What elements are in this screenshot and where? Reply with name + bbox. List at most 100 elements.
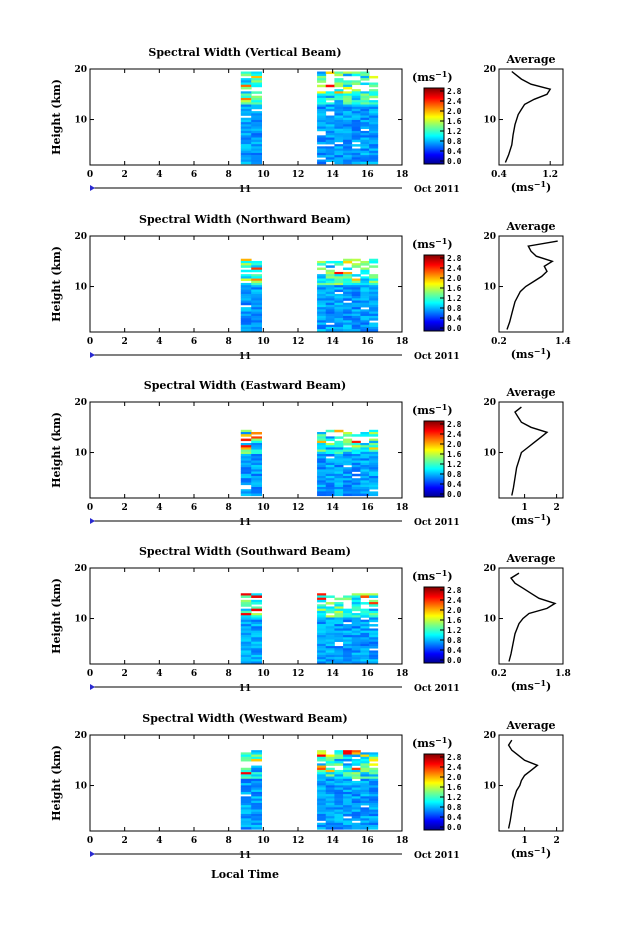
y-tick-label: 20 bbox=[74, 65, 87, 75]
x-tick-label: 6 bbox=[191, 503, 197, 513]
average-frame bbox=[498, 734, 564, 832]
x-tick-label: 8 bbox=[226, 669, 232, 679]
x-tick-label: 4 bbox=[156, 669, 162, 679]
x-tick-label: 0 bbox=[87, 170, 93, 180]
colorbar-tick-label: 0.0 bbox=[447, 490, 462, 499]
colorbar-unit: (ms−1) bbox=[412, 568, 453, 583]
colorbar-tick-label: 1.2 bbox=[447, 793, 462, 802]
average-y-tick-label: 20 bbox=[483, 65, 496, 75]
average-x-label: (ms−1) bbox=[511, 678, 552, 693]
average-title: Average bbox=[505, 220, 555, 233]
colorbar-tick-label: 2.8 bbox=[447, 420, 462, 429]
colorbar-tick-label: 1.6 bbox=[447, 450, 462, 459]
colorbar-tick-label: 0.8 bbox=[447, 636, 462, 645]
average-y-tick-label: 20 bbox=[483, 398, 496, 408]
average-profile-line bbox=[507, 739, 539, 829]
x-tick-label: 2 bbox=[122, 836, 128, 846]
x-tick-label: 4 bbox=[156, 836, 162, 846]
y-axis-label: Height (km) bbox=[50, 578, 63, 654]
average-frame bbox=[498, 567, 564, 665]
x-tick-label: 16 bbox=[361, 170, 374, 180]
panel-title: Spectral Width (Westward Beam) bbox=[142, 712, 347, 725]
date-day-label: 11 bbox=[239, 185, 252, 195]
x-tick-label: 2 bbox=[122, 170, 128, 180]
average-x-tick-label: 2 bbox=[553, 836, 559, 846]
average-profile-line bbox=[506, 240, 558, 330]
x-tick-label: 18 bbox=[396, 337, 409, 347]
colorbar-tick-label: 2.4 bbox=[447, 596, 462, 605]
average-x-tick-label: 0.2 bbox=[491, 337, 507, 347]
date-label: Oct 2011 bbox=[414, 851, 460, 861]
x-tick-label: 18 bbox=[396, 170, 409, 180]
colorbar-tick-label: 0.8 bbox=[447, 803, 462, 812]
x-tick-label: 0 bbox=[87, 669, 93, 679]
colorbar-tick-label: 1.6 bbox=[447, 616, 462, 625]
x-tick-label: 14 bbox=[326, 170, 339, 180]
x-tick-label: 16 bbox=[361, 503, 374, 513]
colorbar bbox=[423, 420, 445, 498]
colorbar-unit: (ms−1) bbox=[412, 236, 453, 251]
average-y-tick-label: 20 bbox=[483, 232, 496, 242]
colorbar-tick-label: 2.4 bbox=[447, 264, 462, 273]
average-x-label: (ms−1) bbox=[511, 512, 552, 527]
heatmap-cells bbox=[240, 593, 379, 664]
colorbar-tick-label: 0.0 bbox=[447, 656, 462, 665]
x-tick-label: 14 bbox=[326, 669, 339, 679]
colorbar-tick-label: 1.2 bbox=[447, 626, 462, 635]
y-tick-label: 20 bbox=[74, 731, 87, 741]
colorbar-tick-label: 0.4 bbox=[447, 813, 462, 822]
date-line-marker bbox=[90, 851, 95, 857]
date-label: Oct 2011 bbox=[414, 518, 460, 528]
colorbar-tick-label: 0.4 bbox=[447, 646, 462, 655]
colorbar-tick-label: 1.6 bbox=[447, 117, 462, 126]
average-y-tick-label: 10 bbox=[483, 449, 496, 459]
x-axis-label: Local Time bbox=[211, 868, 279, 881]
date-line-marker bbox=[90, 518, 95, 524]
colorbar-tick-label: 0.4 bbox=[447, 480, 462, 489]
colorbar-unit: (ms−1) bbox=[412, 402, 453, 417]
colorbar-tick-label: 0.0 bbox=[447, 823, 462, 832]
x-tick-label: 18 bbox=[396, 669, 409, 679]
average-x-tick-label: 0.2 bbox=[491, 669, 507, 679]
colorbar-tick-label: 0.8 bbox=[447, 470, 462, 479]
date-line-marker bbox=[90, 352, 95, 358]
x-tick-label: 12 bbox=[292, 337, 305, 347]
x-tick-label: 10 bbox=[257, 836, 270, 846]
x-tick-label: 0 bbox=[87, 503, 93, 513]
average-y-tick-label: 20 bbox=[483, 564, 496, 574]
date-line-marker bbox=[90, 684, 95, 690]
colorbar-tick-label: 2.4 bbox=[447, 763, 462, 772]
average-x-tick-label: 2 bbox=[553, 503, 559, 513]
average-profile-line bbox=[511, 406, 549, 496]
colorbar-tick-label: 2.0 bbox=[447, 274, 462, 283]
date-day-label: 11 bbox=[239, 352, 252, 362]
x-tick-label: 10 bbox=[257, 503, 270, 513]
y-axis-label: Height (km) bbox=[50, 246, 63, 322]
colorbar-tick-label: 2.0 bbox=[447, 773, 462, 782]
average-title: Average bbox=[505, 719, 555, 732]
colorbar-tick-label: 2.0 bbox=[447, 107, 462, 116]
average-y-tick-label: 10 bbox=[483, 782, 496, 792]
average-profile-line bbox=[508, 572, 557, 662]
heatmap-cells bbox=[240, 71, 379, 165]
colorbar-tick-label: 2.8 bbox=[447, 753, 462, 762]
x-tick-label: 12 bbox=[292, 669, 305, 679]
x-tick-label: 6 bbox=[191, 836, 197, 846]
colorbar-tick-label: 0.0 bbox=[447, 157, 462, 166]
colorbar-tick-label: 0.8 bbox=[447, 137, 462, 146]
panel-title: Spectral Width (Northward Beam) bbox=[139, 213, 351, 226]
y-tick-label: 10 bbox=[74, 116, 87, 126]
average-x-tick-label: 1.2 bbox=[542, 170, 558, 180]
y-tick-label: 10 bbox=[74, 782, 87, 792]
x-tick-label: 10 bbox=[257, 170, 270, 180]
x-tick-label: 16 bbox=[361, 337, 374, 347]
average-y-tick-label: 10 bbox=[483, 283, 496, 293]
colorbar-tick-label: 1.2 bbox=[447, 460, 462, 469]
colorbar-tick-label: 2.8 bbox=[447, 87, 462, 96]
average-x-tick-label: 1 bbox=[521, 503, 527, 513]
average-x-label: (ms−1) bbox=[511, 845, 552, 860]
average-profile-line bbox=[504, 70, 552, 163]
panel-title: Spectral Width (Eastward Beam) bbox=[144, 379, 346, 392]
date-label: Oct 2011 bbox=[414, 352, 460, 362]
